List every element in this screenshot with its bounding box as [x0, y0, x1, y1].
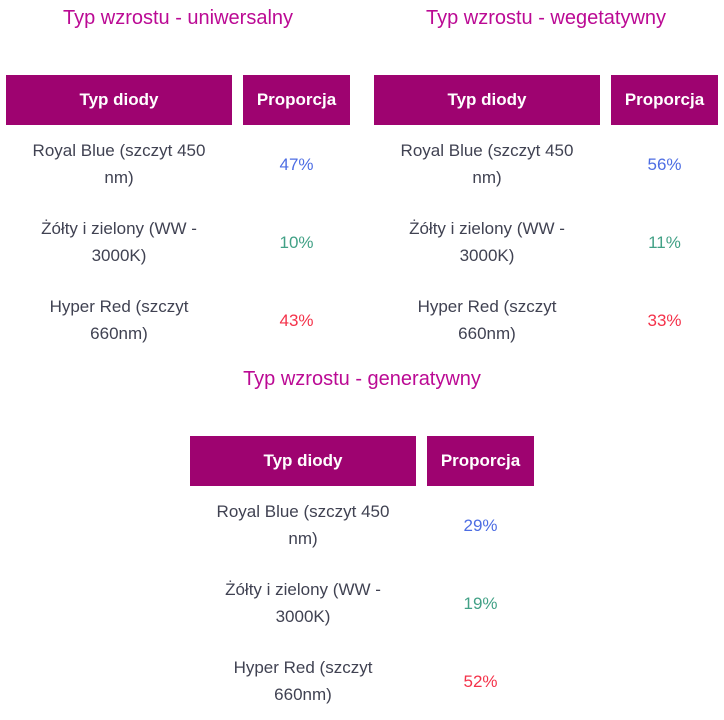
proportion-value: 43%: [279, 310, 314, 330]
growth-table-vegetative: Typ diody Proporcja Royal Blue (szczyt 4…: [374, 75, 718, 359]
table-title-vegetative: Typ wzrostu - wegetatywny: [425, 7, 667, 29]
diode-type-cell: Hyper Red (szczyt 660nm): [190, 642, 427, 720]
diode-type-cell: Royal Blue (szczyt 450 nm): [6, 125, 243, 203]
column-header-proportion: Proporcja: [611, 75, 718, 125]
table-header-row: Typ diody Proporcja: [6, 75, 350, 125]
table-title-universal: Typ wzrostu - uniwersalny: [62, 7, 294, 29]
diode-type-cell: Royal Blue (szczyt 450 nm): [374, 125, 611, 203]
proportion-value: 33%: [647, 310, 682, 330]
table-row: Hyper Red (szczyt 660nm) 33%: [374, 281, 718, 359]
table-row: Royal Blue (szczyt 450 nm) 56%: [374, 125, 718, 203]
table-row: Royal Blue (szczyt 450 nm) 47%: [6, 125, 350, 203]
diode-type-cell: Żółty i zielony (WW - 3000K): [190, 564, 427, 642]
diode-type-cell: Żółty i zielony (WW - 3000K): [374, 203, 611, 281]
column-header-diode: Typ diody: [374, 75, 611, 125]
diode-type-cell: Royal Blue (szczyt 450 nm): [190, 486, 427, 564]
table-title-generative: Typ wzrostu - generatywny: [243, 368, 481, 390]
column-header-diode: Typ diody: [6, 75, 243, 125]
diode-type-cell: Żółty i zielony (WW - 3000K): [6, 203, 243, 281]
table-row: Royal Blue (szczyt 450 nm) 29%: [190, 486, 534, 564]
column-header-proportion: Proporcja: [243, 75, 350, 125]
section-universal: Typ wzrostu - uniwersalny Typ diody Prop…: [6, 0, 350, 359]
table-header-row: Typ diody Proporcja: [190, 436, 534, 486]
proportion-value: 10%: [279, 232, 314, 252]
column-header-proportion: Proporcja: [427, 436, 534, 486]
proportion-value: 11%: [648, 232, 681, 252]
table-row: Hyper Red (szczyt 660nm) 52%: [190, 642, 534, 720]
section-vegetative: Typ wzrostu - wegetatywny Typ diody Prop…: [374, 0, 718, 359]
table-row: Żółty i zielony (WW - 3000K) 11%: [374, 203, 718, 281]
top-tables-row: Typ wzrostu - uniwersalny Typ diody Prop…: [6, 0, 718, 359]
proportion-value: 29%: [463, 515, 498, 535]
table-row: Żółty i zielony (WW - 3000K) 19%: [190, 564, 534, 642]
growth-table-generative: Typ diody Proporcja Royal Blue (szczyt 4…: [190, 436, 534, 720]
table-row: Hyper Red (szczyt 660nm) 43%: [6, 281, 350, 359]
column-header-diode: Typ diody: [190, 436, 427, 486]
proportion-value: 19%: [463, 593, 498, 613]
proportion-value: 56%: [647, 154, 682, 174]
proportion-value: 52%: [463, 671, 498, 691]
diode-type-cell: Hyper Red (szczyt 660nm): [374, 281, 611, 359]
section-generative: Typ wzrostu - generatywny Typ diody Prop…: [190, 365, 534, 720]
diode-type-cell: Hyper Red (szczyt 660nm): [6, 281, 243, 359]
proportion-value: 47%: [279, 154, 314, 174]
table-row: Żółty i zielony (WW - 3000K) 10%: [6, 203, 350, 281]
growth-table-universal: Typ diody Proporcja Royal Blue (szczyt 4…: [6, 75, 350, 359]
table-header-row: Typ diody Proporcja: [374, 75, 718, 125]
